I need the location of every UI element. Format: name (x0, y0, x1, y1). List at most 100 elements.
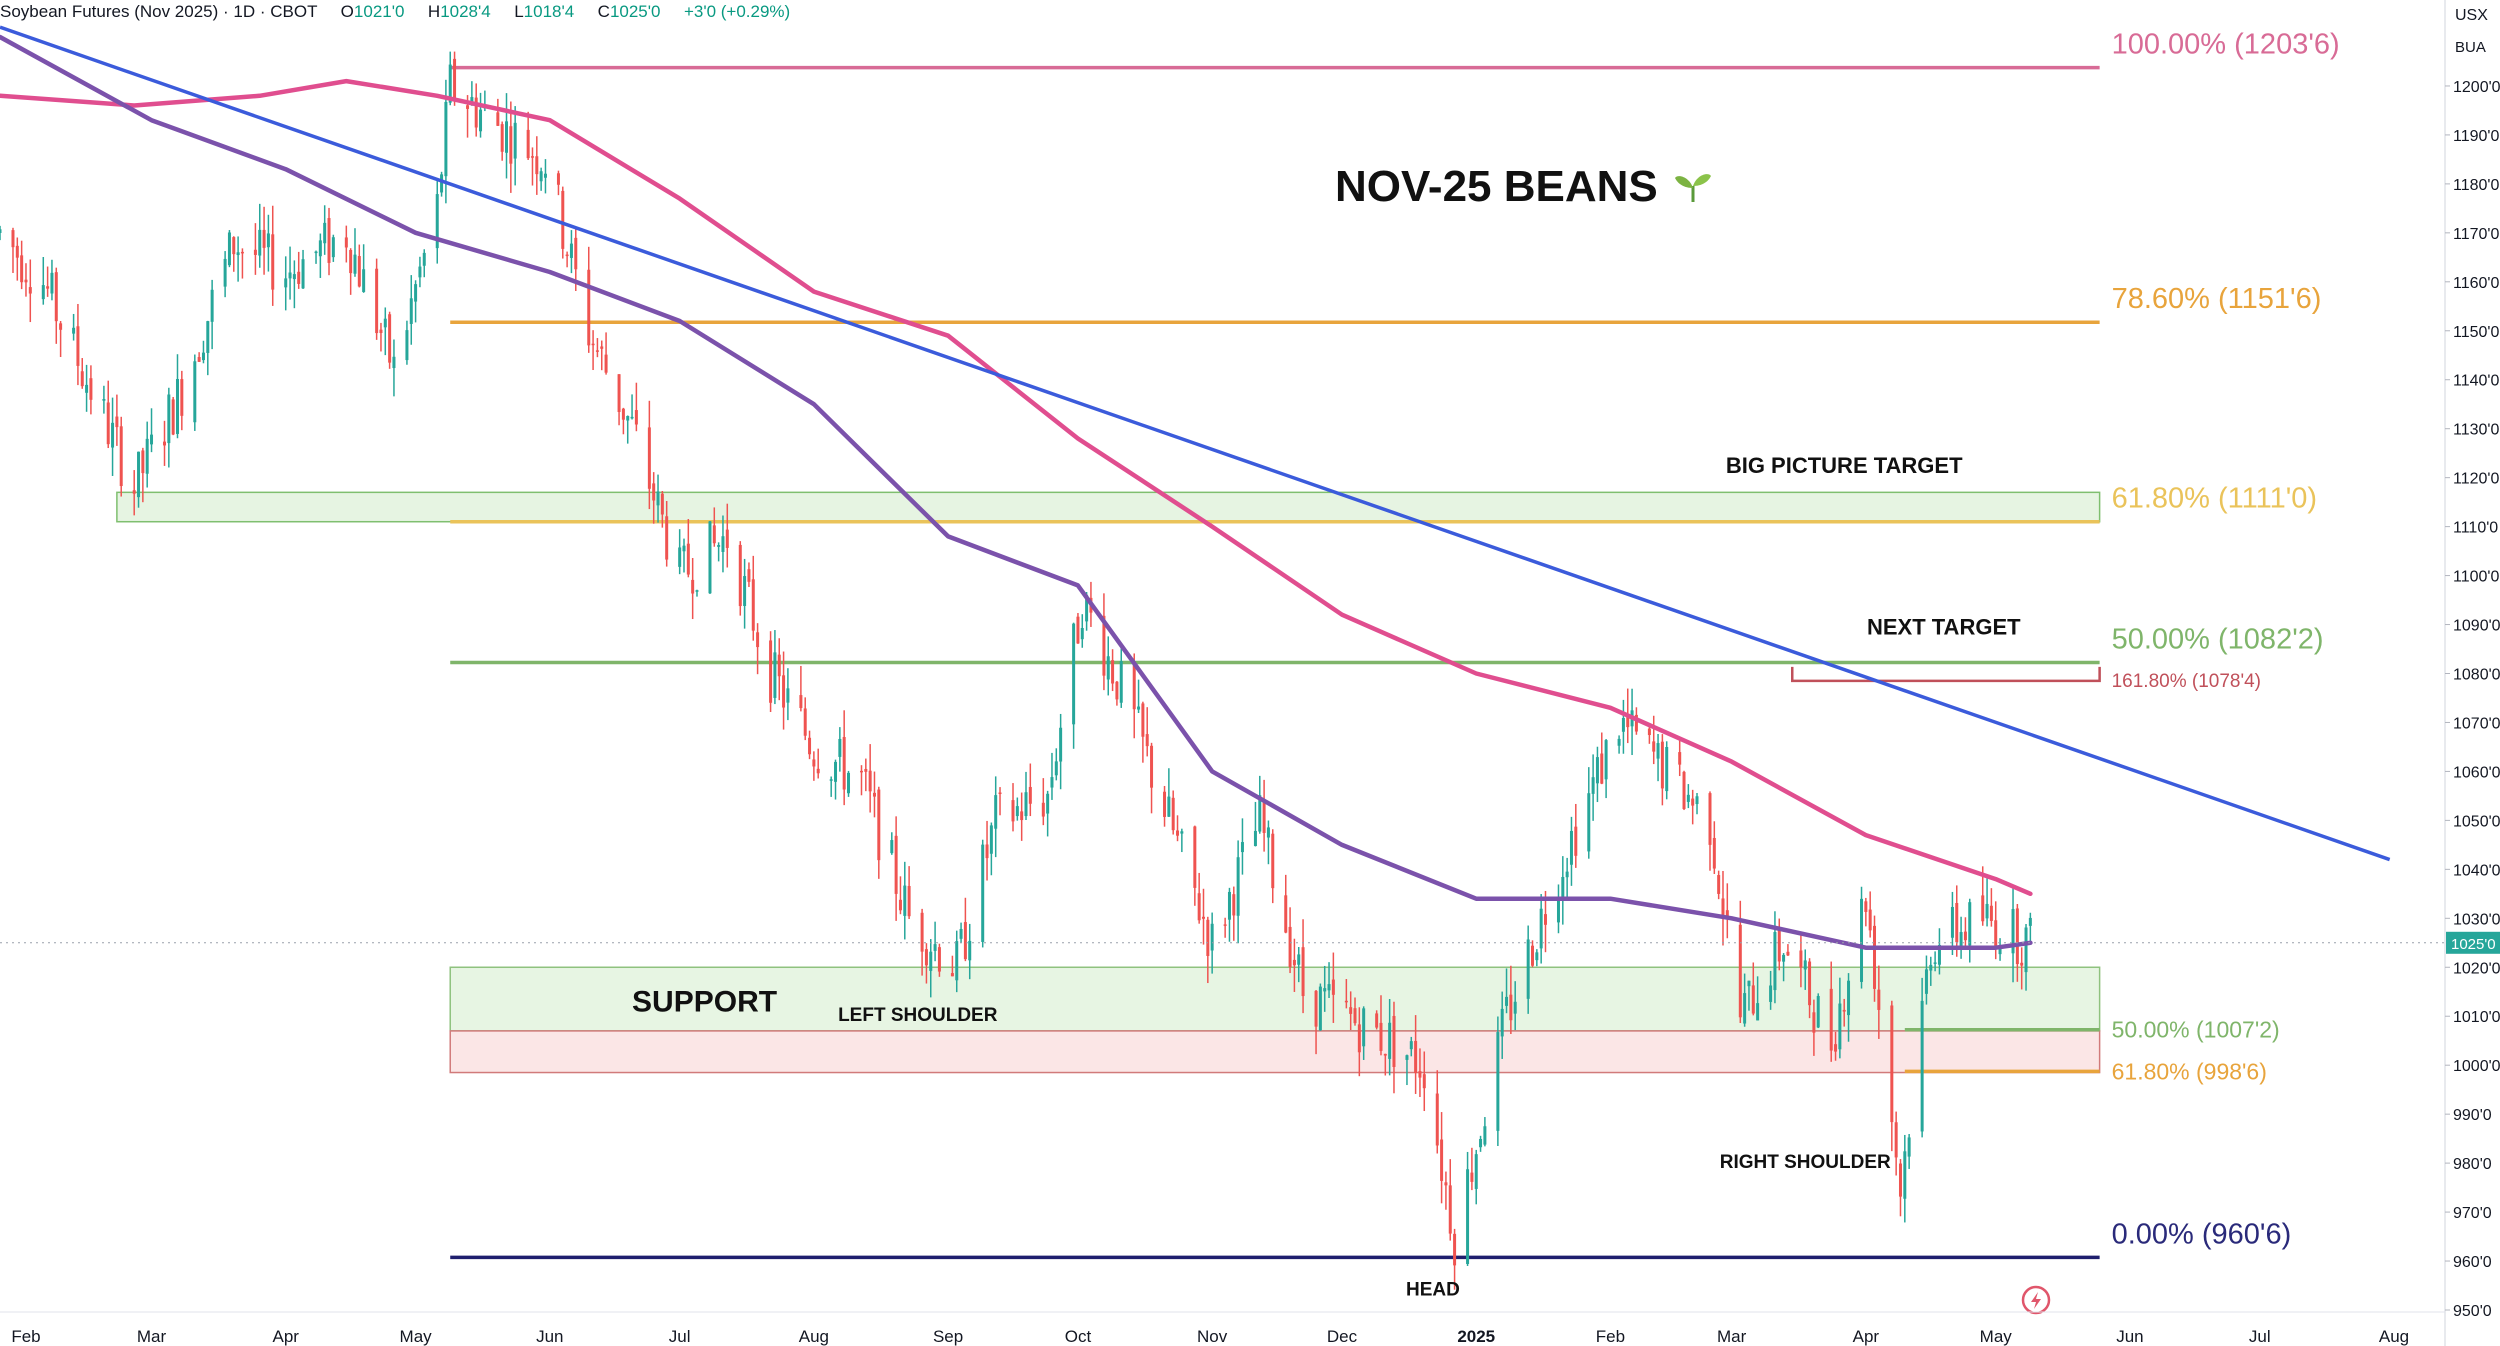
candle-body (864, 768, 868, 772)
candle-body (721, 536, 725, 552)
candle-body (747, 569, 751, 582)
candle-body (1769, 985, 1773, 1002)
seedling-icon (1675, 174, 1711, 202)
candle-body (150, 434, 154, 445)
candle-body (1565, 871, 1569, 878)
candle-body (920, 912, 924, 952)
candle-body (1556, 898, 1560, 923)
candle-body (1834, 1044, 1838, 1052)
candle-body (1877, 989, 1881, 1010)
candle-body (46, 286, 50, 289)
candle-body (981, 844, 985, 942)
candle-body (1028, 786, 1032, 804)
candle-body (1994, 920, 1998, 950)
annotation-next-target: NEXT TARGET (1867, 614, 2021, 639)
candle-body (1422, 1074, 1426, 1089)
candle-body (1297, 954, 1301, 965)
candle-body (1266, 827, 1270, 838)
candle-body (1076, 616, 1080, 644)
candle-body (1327, 984, 1331, 991)
candle-body (937, 947, 941, 972)
candle-body (1470, 1172, 1474, 1182)
candle-body (171, 399, 175, 435)
candle-body (1604, 740, 1608, 780)
small-fib-label: 50.00% (1007'2) (2112, 1017, 2280, 1043)
candle-body (1505, 996, 1509, 1006)
candle-body (284, 278, 288, 288)
candle-body (1933, 962, 1937, 964)
change-value: +3'0 (+0.29%) (683, 2, 791, 21)
x-tick-label: May (1980, 1327, 2013, 1346)
candle-body (1963, 931, 1967, 941)
candle-body (119, 426, 123, 487)
candle-body (1015, 806, 1019, 817)
candle-body (89, 378, 93, 400)
candle-body (2028, 917, 2032, 926)
candle-body (141, 450, 145, 474)
candle-body (665, 516, 669, 560)
candle-body (1111, 660, 1115, 684)
candle-body (1686, 794, 1690, 802)
x-tick-label: Feb (11, 1327, 40, 1346)
y-tick-label: 1140'0 (2453, 373, 2499, 390)
candle-body (1414, 1040, 1418, 1074)
candle-body (799, 695, 803, 709)
candle-body (1284, 895, 1288, 933)
candle-body (232, 237, 236, 255)
candle-body (1998, 947, 2002, 955)
candle-body (1725, 910, 1729, 918)
candle-body (1543, 914, 1547, 925)
trendline (0, 25, 2391, 862)
chart-header: Soybean Futures (Nov 2025) · 1D · CBOT O… (0, 2, 791, 21)
candle-body (349, 249, 353, 274)
time-axis[interactable]: Feb Mar Apr May Jun Jul Aug Sep Oct Nov Dec 2025 Feb… (0, 1311, 2445, 1346)
open-value: 1021'0 (353, 2, 405, 21)
candle-body (1838, 1003, 1842, 1050)
y-tick-label: 1070'0 (2453, 715, 2500, 732)
candle-body (1860, 898, 1864, 982)
y-tick-label: 1110'0 (2453, 520, 2498, 537)
candle-body (621, 408, 625, 420)
candle-body (1496, 1032, 1500, 1131)
open-label: O (340, 2, 354, 21)
interval-label[interactable]: 1D (233, 2, 256, 21)
y-tick-label: 950'0 (2453, 1303, 2492, 1320)
candle-body (2024, 927, 2028, 973)
candle-body (1206, 919, 1210, 956)
high-value: 1028'4 (440, 2, 491, 21)
bolt-icon (2021, 1285, 2051, 1315)
candle-body (1868, 909, 1872, 931)
candle-body (1292, 959, 1296, 966)
y-tick-label: 1040'0 (2453, 862, 2500, 879)
candle-body (1085, 594, 1089, 622)
candle-body (786, 688, 790, 703)
candle-body (630, 416, 634, 419)
last-price-tag (2446, 931, 2500, 954)
candle-body (955, 941, 959, 981)
moving-average-line (0, 34, 2033, 950)
candle-body (1102, 615, 1106, 676)
candle-body (1574, 826, 1578, 856)
candle-body (591, 343, 595, 346)
candle-body (1591, 777, 1595, 794)
candle-body (1141, 703, 1145, 737)
candle-body (474, 97, 478, 128)
candle-body (634, 410, 638, 425)
candle-body (1652, 741, 1656, 752)
bolt-glyph (2031, 1292, 2041, 1309)
y-tick-label: 990'0 (2453, 1107, 2492, 1124)
candle-body (405, 330, 409, 361)
candle-body (1898, 1163, 1902, 1197)
symbol-name[interactable]: Soybean Futures (Nov 2025) (0, 2, 219, 21)
candle-body (1236, 857, 1240, 916)
candle-body (1145, 734, 1149, 747)
candle-body (54, 272, 58, 322)
candle-body (1721, 898, 1725, 918)
candle-body (167, 394, 171, 444)
candle-body (530, 156, 534, 158)
candle-body (20, 255, 24, 283)
candle-body (708, 521, 712, 594)
candle-body (847, 772, 851, 794)
